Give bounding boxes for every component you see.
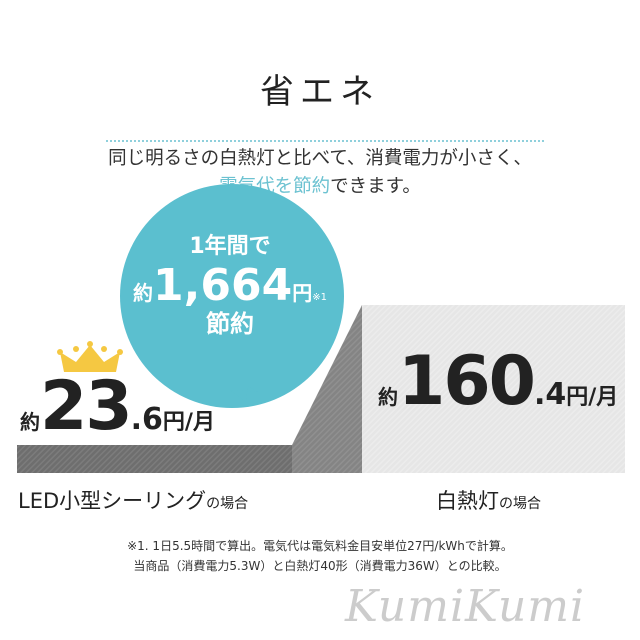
footnote-line2: 当商品（消費電力5.3W）と白熱灯40形（消費電力36W）との比較。	[133, 559, 507, 573]
inc-label-suffix: の場合	[499, 496, 541, 512]
dotted-divider	[106, 140, 544, 142]
led-integer: 23	[40, 367, 133, 446]
bubble-line1: 1年間で	[189, 234, 271, 259]
slope-shape	[292, 305, 362, 473]
page-title: 省エネ	[260, 72, 380, 112]
crown-icon	[57, 341, 123, 372]
inc-prefix: 約	[378, 385, 398, 409]
subtitle-line1: 同じ明るさの白熱灯と比べて、消費電力が小さく、	[108, 148, 532, 169]
incandescent-cost: 約160.4円/月	[378, 342, 619, 421]
led-label: LED小型シーリングの場合	[18, 485, 248, 515]
led-bar	[17, 445, 292, 473]
led-unit: 円/月	[162, 410, 215, 435]
subtitle-line2: できます。	[330, 176, 421, 197]
watermark-logo: KumiKumi	[345, 581, 586, 632]
led-label-suffix: の場合	[206, 496, 249, 512]
bubble-tail	[230, 386, 258, 402]
savings-text: 1年間で 約1,664円※1 節約	[120, 234, 340, 338]
led-decimal: .6	[130, 402, 163, 437]
footnote: ※1. 1日5.5時間で算出。電気代は電気料金目安単位27円/kWhで計算。 当…	[0, 536, 640, 576]
bubble-note-mark: ※1	[312, 292, 327, 303]
inc-decimal: .4	[533, 377, 567, 412]
bubble-line3: 節約	[206, 310, 254, 338]
incandescent-bar	[362, 305, 625, 473]
savings-bubble	[120, 184, 344, 408]
led-prefix: 約	[20, 410, 40, 434]
led-label-text: LED小型シーリング	[18, 489, 207, 513]
footnote-line1: ※1. 1日5.5時間で算出。電気代は電気料金目安単位27円/kWhで計算。	[127, 539, 513, 553]
incandescent-label: 白熱灯の場合	[436, 485, 541, 515]
bubble-prefix: 約	[133, 281, 154, 305]
bubble-amount: 1,664	[153, 260, 293, 311]
inc-unit: 円/月	[566, 385, 619, 410]
led-cost: 約23.6円/月	[20, 367, 215, 446]
bubble-unit: 円	[292, 281, 313, 305]
inc-integer: 160	[398, 342, 536, 421]
inc-label-text: 白熱灯	[436, 489, 499, 513]
